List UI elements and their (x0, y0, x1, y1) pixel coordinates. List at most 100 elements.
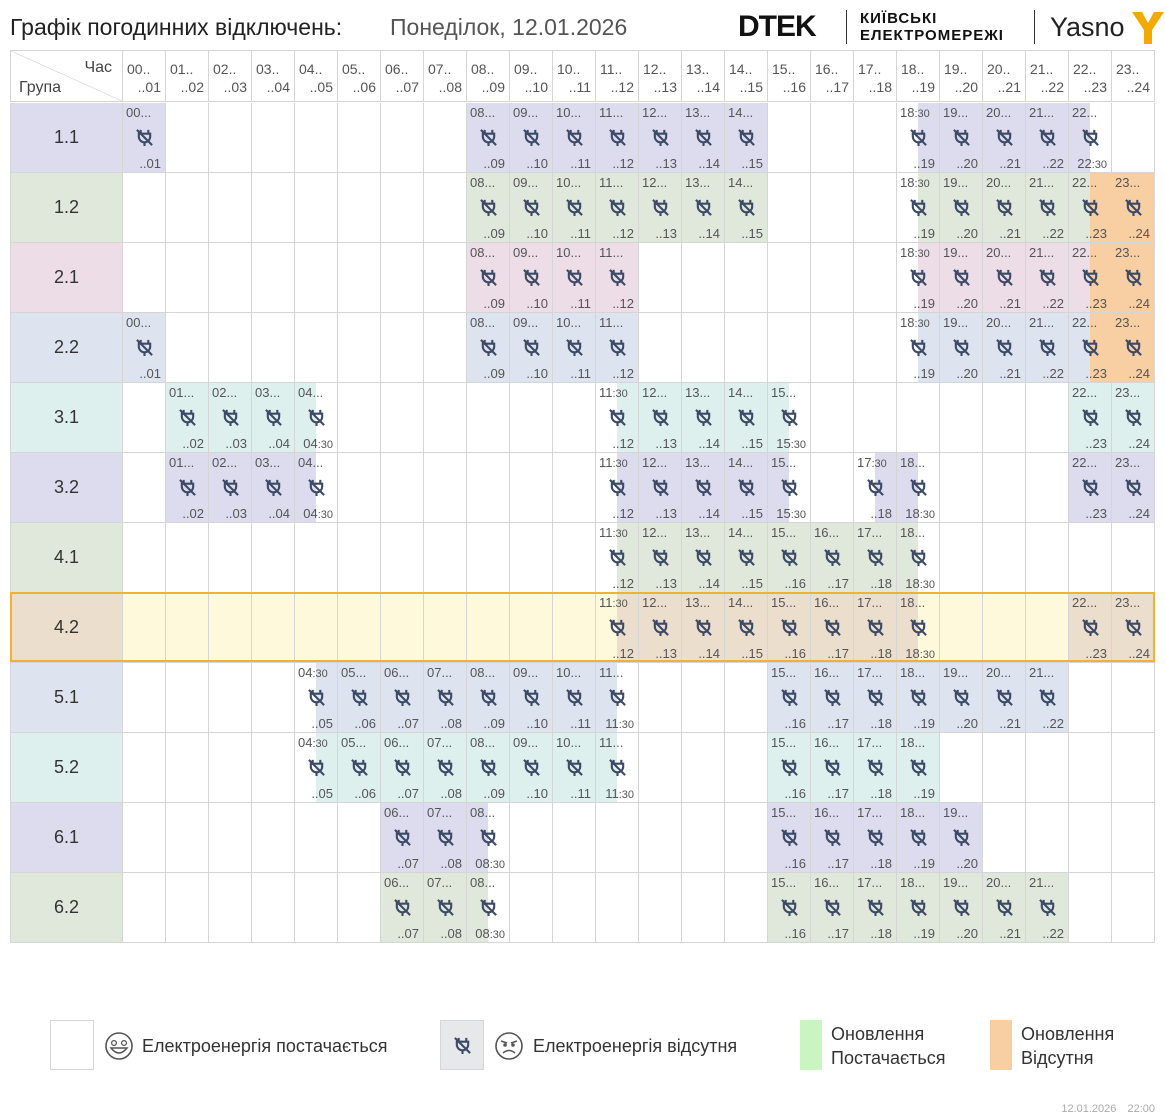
outage-start-time: 06... (384, 735, 410, 750)
outage-end-time: ..03 (225, 506, 247, 521)
no-power-plug-icon (308, 689, 325, 707)
outage-start-time: 21... (1029, 105, 1055, 120)
outage-end-time: 22:30 (1077, 156, 1107, 171)
outage-end-time: ..22 (1042, 716, 1064, 731)
outage-cell-1-2-h11: 11... ..12 (596, 173, 639, 243)
schedule-cell (811, 103, 854, 173)
no-power-plug-icon (996, 199, 1013, 217)
hour-header-start: 12.. (643, 61, 667, 77)
no-power-plug-icon (781, 549, 798, 567)
schedule-cell (252, 313, 295, 383)
schedule-cell (424, 453, 467, 523)
hour-header-end: ..13 (653, 79, 677, 95)
no-power-plug-icon (910, 339, 927, 357)
no-power-plug-icon (609, 759, 626, 777)
schedule-cell (1026, 523, 1069, 593)
outage-start-time: 08... (470, 245, 496, 260)
outage-end-time: ..17 (827, 856, 849, 871)
schedule-cell (209, 593, 252, 663)
outage-end-time: 08:30 (475, 926, 505, 941)
outage-cell-5-2-h9: 09... ..10 (510, 733, 553, 803)
outage-start-time: 11... (599, 105, 624, 120)
outage-end-time: ..02 (182, 506, 204, 521)
logo-divider (846, 10, 847, 44)
outage-start-time: 13... (685, 525, 711, 540)
outage-start-time: 13... (685, 175, 711, 190)
outage-start-time: 10... (556, 315, 582, 330)
no-power-plug-icon (523, 199, 540, 217)
outage-start-time: 09... (513, 735, 539, 750)
schedule-cell (424, 523, 467, 593)
outage-start-time: 08... (470, 315, 496, 330)
outage-end-time: 15:30 (776, 436, 806, 451)
outage-end-time: 18:30 (905, 646, 935, 661)
outage-cell-4-1-h17: 17... ..18 (854, 523, 897, 593)
no-power-plug-icon (609, 549, 626, 567)
schedule-cell (424, 313, 467, 383)
no-power-plug-icon (652, 129, 669, 147)
no-power-plug-icon (996, 689, 1013, 707)
hour-header-17: 17.. ..18 (854, 50, 897, 102)
outage-end-time: ..18 (870, 506, 892, 521)
no-power-plug-icon (480, 269, 497, 287)
schedule-cell (424, 593, 467, 663)
no-power-plug-icon (308, 759, 325, 777)
outage-end-time: ..06 (354, 786, 376, 801)
schedule-cell (123, 593, 166, 663)
no-power-plug-icon (910, 199, 927, 217)
outage-cell-1-1-h13: 13... ..14 (682, 103, 725, 173)
outage-cell-1-1-h9: 09... ..10 (510, 103, 553, 173)
kyiv-grids-logo: КИЇВСЬКІ ЕЛЕКТРОМЕРЕЖІ (860, 10, 1004, 44)
outage-end-time: ..09 (483, 786, 505, 801)
outage-end-time: ..08 (440, 716, 462, 731)
outage-end-time: ..05 (311, 786, 333, 801)
no-power-plug-icon (437, 759, 454, 777)
hour-header-end: ..08 (438, 79, 462, 95)
outage-end-time: ..17 (827, 646, 849, 661)
schedule-cell (338, 103, 381, 173)
hour-header-20: 20.. ..21 (983, 50, 1026, 102)
outage-start-time: 17... (857, 665, 883, 680)
no-power-plug-icon (222, 409, 239, 427)
no-power-plug-icon (652, 409, 669, 427)
outage-end-time: ..13 (655, 646, 677, 661)
hour-header-4: 04.. ..05 (295, 50, 338, 102)
outage-end-time: 18:30 (905, 506, 935, 521)
outage-cell-4-2-h14: 14... ..15 (725, 593, 768, 663)
schedule-cell (166, 733, 209, 803)
hour-header-end: ..16 (782, 79, 806, 95)
corner-hour-label: Час (84, 59, 112, 76)
hour-header-start: 02.. (213, 61, 237, 77)
no-power-plug-icon (523, 269, 540, 287)
outage-end-time: ..22 (1042, 366, 1064, 381)
no-power-plug-icon (910, 829, 927, 847)
no-power-plug-icon (1082, 129, 1099, 147)
schedule-cell (811, 313, 854, 383)
outage-end-time: ..21 (999, 296, 1021, 311)
schedule-cell (381, 103, 424, 173)
outage-cell-3-1-h13: 13... ..14 (682, 383, 725, 453)
outage-cell-4-1-h14: 14... ..15 (725, 523, 768, 593)
outage-end-time: ..10 (526, 296, 548, 311)
hour-header-end: ..11 (568, 79, 591, 95)
outage-cell-1-1-h8: 08... ..09 (467, 103, 510, 173)
no-power-plug-icon (953, 129, 970, 147)
no-power-plug-icon (695, 619, 712, 637)
no-power-plug-icon (1125, 339, 1142, 357)
no-power-plug-icon (738, 199, 755, 217)
outage-start-time: 23... (1115, 385, 1141, 400)
outage-cell-3-2-h23: 23... ..24 (1112, 453, 1155, 523)
outage-start-time: 04... (298, 385, 324, 400)
outage-cell-1-1-h12: 12... ..13 (639, 103, 682, 173)
schedule-cell (639, 313, 682, 383)
outage-cell-2-1-h9: 09... ..10 (510, 243, 553, 313)
schedule-cell (639, 873, 682, 943)
outage-end-time: ..13 (655, 226, 677, 241)
outage-cell-2-1-h21: 21... ..22 (1026, 243, 1069, 313)
schedule-cell (209, 103, 252, 173)
outage-end-time: ..07 (397, 786, 419, 801)
schedule-cell (1069, 803, 1112, 873)
outage-end-time: ..23 (1085, 226, 1107, 241)
outage-cell-2-2-h8: 08... ..09 (467, 313, 510, 383)
schedule-cell (381, 523, 424, 593)
